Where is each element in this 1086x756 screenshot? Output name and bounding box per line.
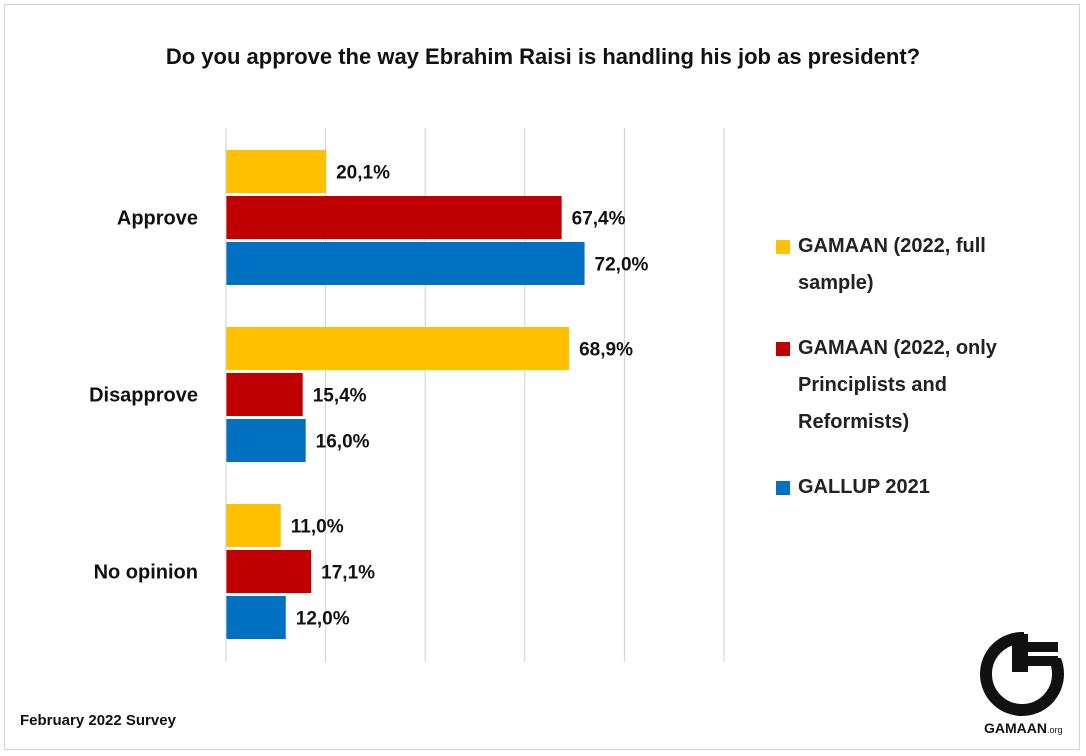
legend-item: GAMAAN (2022, full sample) (776, 228, 1046, 302)
logo-wordmark: GAMAAN.org (984, 720, 1063, 736)
legend-swatch (776, 481, 790, 495)
legend: GAMAAN (2022, full sample) GAMAAN (2022, o… (776, 228, 1046, 534)
bar (226, 504, 281, 547)
data-label: 68,9% (579, 340, 633, 361)
bar (226, 242, 585, 285)
legend-item: GAMAAN (2022, only Principlists and Reform… (776, 330, 1046, 441)
category-label: Approve (117, 208, 198, 230)
data-label: 12,0% (296, 609, 350, 630)
data-label: 16,0% (316, 432, 370, 453)
bar (226, 373, 303, 416)
category-label: Disapprove (89, 385, 198, 407)
bar (226, 419, 306, 462)
survey-date-note: February 2022 Survey (20, 712, 176, 729)
data-label: 15,4% (313, 386, 367, 407)
legend-swatch (776, 342, 790, 356)
legend-item: GALLUP 2021 (776, 469, 1046, 506)
data-label: 11,0% (291, 517, 344, 538)
bar (226, 150, 327, 193)
logo-domain: .org (1047, 725, 1063, 735)
legend-swatch (776, 240, 790, 254)
category-label: No opinion (94, 562, 198, 584)
legend-label: GALLUP 2021 (798, 476, 930, 498)
gamaan-logo (980, 628, 1064, 716)
logo-bar-shape (1012, 634, 1028, 672)
data-label: 67,4% (572, 209, 626, 230)
bar (226, 550, 312, 593)
data-label: 72,0% (595, 255, 649, 276)
bar (226, 327, 570, 370)
data-label: 17,1% (321, 563, 375, 584)
legend-label: GAMAAN (2022, full sample) (798, 235, 986, 294)
logo-stripe-top (1028, 642, 1058, 652)
bar (226, 596, 286, 639)
logo-name: GAMAAN (984, 720, 1047, 736)
logo-stripe-bottom (1028, 656, 1058, 666)
data-label: 20,1% (336, 163, 390, 184)
chart-frame (4, 4, 1080, 750)
legend-label: GAMAAN (2022, only Principlists and Reform… (798, 337, 997, 433)
bar (226, 196, 562, 239)
chart-title: Do you approve the way Ebrahim Raisi is … (165, 44, 921, 69)
